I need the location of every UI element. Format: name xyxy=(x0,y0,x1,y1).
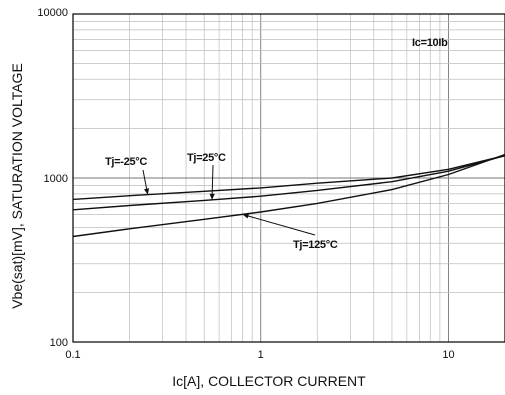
series-line-2 xyxy=(72,153,505,238)
y-tick-label: 1000 xyxy=(44,173,68,185)
x-tick-label: 0.1 xyxy=(65,349,80,361)
y-tick-label: 100 xyxy=(50,337,68,349)
series-line-0 xyxy=(72,154,505,201)
series-line-1 xyxy=(72,154,505,211)
plot-frame xyxy=(72,13,505,343)
arrow-head xyxy=(242,213,250,219)
y-axis-title: Vbe(sat)[mV], SATURATION VOLTAGE xyxy=(9,63,25,309)
condition-label: Ic=10Ib xyxy=(412,37,448,49)
tick-labels: 0.1 1 10 100 1000 10000 xyxy=(37,7,454,361)
x-tick-label: 10 xyxy=(442,349,454,361)
y-tick-label: 10000 xyxy=(37,7,68,19)
arrow-head xyxy=(144,188,150,195)
series-label-tj-125: Tj=125°C xyxy=(293,239,338,251)
series-lines xyxy=(72,153,505,238)
series-label-tj-minus25: Tj=-25°C xyxy=(105,156,147,168)
grid xyxy=(73,14,505,342)
series-label-tj-25: Tj=25°C xyxy=(187,152,226,164)
annotations: Ic=10Ib Tj=-25°C Tj=25°C Tj=125°C xyxy=(105,37,448,251)
leader-line xyxy=(242,213,316,236)
x-tick-label: 1 xyxy=(258,349,264,361)
x-axis-title: Ic[A], COLLECTOR CURRENT xyxy=(172,373,366,389)
arrow-head xyxy=(209,193,215,200)
